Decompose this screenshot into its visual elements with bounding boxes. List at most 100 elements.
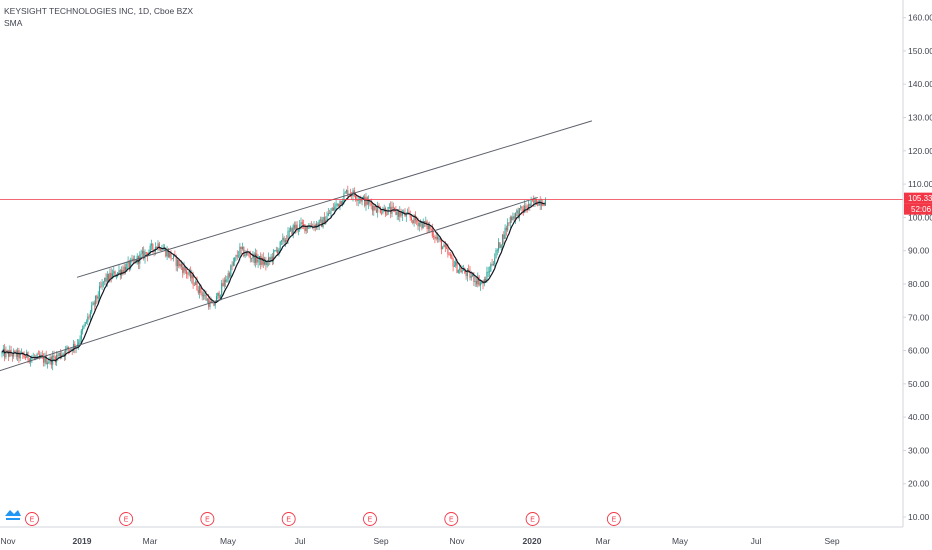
candle <box>225 275 227 287</box>
candle <box>295 221 297 234</box>
candle <box>407 208 409 214</box>
candle <box>44 352 46 367</box>
candle <box>449 252 452 259</box>
candle <box>20 348 23 354</box>
candle <box>252 251 254 263</box>
candle <box>461 265 463 274</box>
chart-legend: KEYSIGHT TECHNOLOGIES INC, 1D, Cboe BZX … <box>4 5 193 29</box>
candle <box>525 202 527 213</box>
candle <box>505 225 507 236</box>
candle <box>340 200 342 205</box>
candle <box>176 258 179 272</box>
candle <box>339 199 341 211</box>
candle <box>516 208 518 217</box>
candle <box>197 285 199 295</box>
candle <box>381 209 383 216</box>
candle <box>75 345 77 354</box>
earnings-event-marker[interactable]: E <box>200 512 215 526</box>
candle <box>132 255 134 264</box>
price-axis[interactable]: 160.00 150.00 140.00 130.00 120.00 110.00 100.… <box>903 13 932 522</box>
trendlines[interactable] <box>0 120 593 374</box>
candle <box>329 209 331 214</box>
earnings-event-marker[interactable]: E <box>363 512 377 526</box>
candle <box>143 246 145 261</box>
candle <box>37 350 39 355</box>
candle <box>382 206 384 215</box>
earnings-event-marker[interactable]: E <box>606 512 621 526</box>
candle <box>293 221 296 231</box>
candle <box>280 239 283 245</box>
candle <box>101 279 103 291</box>
candle <box>423 221 426 228</box>
tradingview-logo-icon[interactable] <box>5 510 21 520</box>
candle <box>383 204 385 212</box>
candle <box>230 264 232 278</box>
candle <box>401 209 403 222</box>
candle <box>512 212 514 221</box>
candle <box>500 244 502 251</box>
candle <box>115 273 117 280</box>
candle <box>462 264 465 271</box>
earnings-event-marker[interactable]: E <box>281 512 296 526</box>
candle <box>23 351 25 359</box>
candle <box>530 196 532 208</box>
candle <box>326 211 328 221</box>
trendline-upper-channel[interactable] <box>76 120 593 278</box>
candle <box>43 353 45 367</box>
x-tick-label: 2019 <box>73 536 92 546</box>
x-tick-label: Mar <box>596 536 611 546</box>
indicator-label[interactable]: SMA <box>4 18 23 28</box>
candle <box>137 255 140 270</box>
candle <box>228 271 231 279</box>
candle <box>10 345 12 357</box>
candle <box>507 218 509 232</box>
trendline-lower-channel[interactable] <box>0 196 538 373</box>
candle <box>179 261 181 269</box>
candle <box>186 268 188 279</box>
candle <box>286 235 288 243</box>
candle <box>169 252 171 259</box>
time-axis[interactable]: Nov 2019 Mar May Jul Sep Nov 2020 Mar May Jul Sep <box>0 536 839 546</box>
candle <box>74 341 76 354</box>
candle <box>290 225 292 233</box>
candle <box>520 204 522 211</box>
candle <box>448 252 450 256</box>
candle <box>97 291 99 303</box>
earnings-event-marker[interactable]: E <box>25 512 39 526</box>
earnings-event-marker[interactable]: E <box>525 512 540 526</box>
candle <box>283 235 285 245</box>
candle <box>87 313 89 326</box>
candle <box>379 206 381 214</box>
y-tick-label: 140.00 <box>908 79 932 89</box>
candle <box>121 266 123 279</box>
candle <box>399 206 401 222</box>
chart-title[interactable]: KEYSIGHT TECHNOLOGIES INC, 1D, Cboe BZX <box>4 6 194 16</box>
earnings-event-label: E <box>30 517 35 524</box>
candle <box>384 206 387 218</box>
candle <box>282 233 284 245</box>
candle <box>131 254 133 263</box>
candle <box>78 339 80 350</box>
earnings-event-marker[interactable]: E <box>444 512 459 526</box>
earnings-event-label: E <box>612 517 617 524</box>
y-tick-label: 110.00 <box>908 179 932 189</box>
candle <box>491 258 493 267</box>
candle <box>226 275 228 283</box>
candle <box>504 224 506 240</box>
candle <box>98 281 101 300</box>
earnings-event-marker[interactable]: E <box>119 512 134 526</box>
candle <box>278 247 280 257</box>
candle <box>453 260 455 267</box>
candle <box>118 265 120 274</box>
candle <box>187 271 189 279</box>
candle <box>104 277 106 286</box>
candle <box>199 284 201 299</box>
candle <box>446 244 448 250</box>
candle <box>206 297 208 303</box>
candle <box>478 275 480 287</box>
candle <box>105 273 107 286</box>
candle <box>19 350 21 362</box>
candle <box>11 352 13 362</box>
